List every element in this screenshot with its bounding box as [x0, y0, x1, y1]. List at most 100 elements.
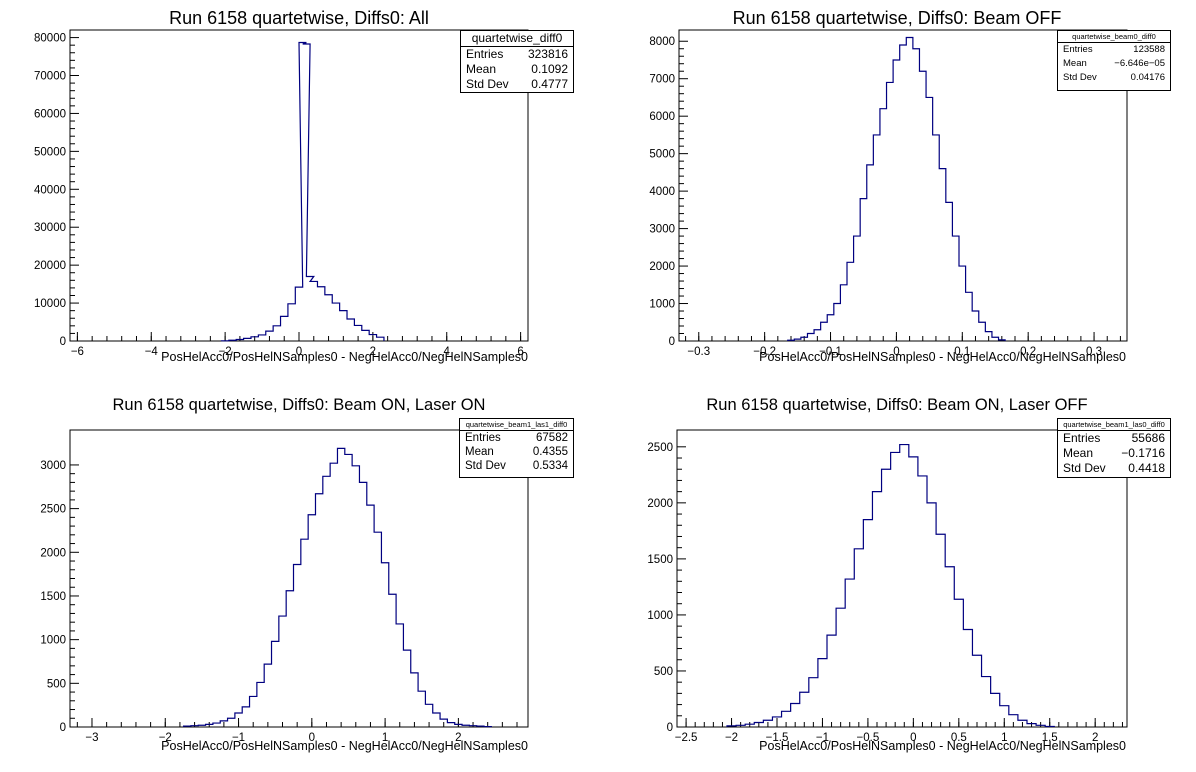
stats-box: quartetwise_beam1_las1_diff0 Entries 6758…: [459, 418, 574, 478]
histogram-bin: [403, 650, 410, 727]
histogram-bin: [954, 599, 963, 727]
x-tick-label: −0.5: [857, 732, 880, 744]
x-tick-label: −2: [725, 732, 738, 744]
y-tick-label: 2000: [649, 261, 675, 273]
histogram-bin: [257, 682, 264, 727]
histogram-line: [220, 41, 385, 342]
histogram-bin: [827, 635, 836, 727]
histogram-bin: [847, 262, 854, 341]
y-tick-label: 1500: [647, 554, 673, 566]
histogram-plot: 0 1000 2000 3000 4000 5000 6000 7000 8000 −0.3 −0.…: [649, 29, 1128, 358]
stats-stddev: 0.04176: [1130, 72, 1165, 83]
histogram-bin: [1027, 724, 1036, 727]
stats-mean: 0.4355: [532, 446, 568, 458]
histogram-bin: [266, 331, 273, 341]
histogram-bin: [389, 594, 396, 727]
histogram-bin: [814, 330, 821, 341]
chart-title: Run 6158 quartetwise, Diffs0: Beam ON, L…: [112, 396, 486, 414]
histogram-bin: [863, 520, 872, 727]
histogram-bin: [900, 45, 907, 341]
histogram-bin: [367, 505, 374, 727]
histogram-bin: [946, 202, 953, 341]
histogram-bin: [455, 724, 462, 727]
stats-stddev: 0.5334: [532, 460, 568, 472]
histogram-bin: [992, 337, 999, 341]
histogram-bin: [418, 691, 425, 727]
y-tick-label: 2000: [647, 498, 673, 510]
histogram-bin: [213, 723, 220, 727]
histogram-bin: [258, 335, 265, 341]
plot-frame: [676, 429, 1128, 728]
stats-entries: 67582: [536, 432, 568, 444]
y-tick-label: 1500: [40, 591, 66, 603]
histogram-bin: [191, 726, 198, 727]
x-tick-label: −2: [159, 732, 172, 744]
histogram-bin: [310, 281, 317, 341]
x-tick-label: 2: [370, 346, 376, 358]
histogram-bin: [763, 720, 772, 727]
histogram-bin: [1009, 715, 1018, 727]
histogram-bin: [396, 624, 403, 727]
histogram-bin: [827, 315, 834, 341]
stats-name: quartetwise_beam1_las0_diff0: [1058, 419, 1170, 431]
x-tick-label: 0.2: [1020, 346, 1036, 358]
histogram-bin: [860, 199, 867, 341]
x-tick-label: −0.1: [819, 346, 842, 358]
histogram-bin: [332, 303, 339, 341]
histogram-bin: [369, 335, 376, 341]
histogram-bin: [727, 726, 736, 727]
histogram-bin: [919, 71, 926, 341]
histogram-bin: [999, 340, 1006, 341]
histogram-bin: [854, 549, 863, 727]
histogram-bin: [317, 287, 324, 341]
stats-mean: −6.646e−05: [1114, 58, 1165, 69]
histogram-bin: [374, 532, 381, 727]
histogram-bin: [228, 718, 235, 727]
histogram-bin: [963, 629, 972, 727]
y-tick-label: 4000: [649, 186, 675, 198]
y-tick-label: 8000: [649, 36, 675, 48]
x-tick-label: 4: [444, 346, 451, 358]
histogram-bin: [945, 567, 954, 727]
x-tick-label: 0: [309, 732, 315, 744]
histogram-bin: [933, 135, 940, 341]
stats-mean-row: Mean 0.1092: [466, 62, 568, 76]
x-tick-label: 6: [517, 346, 523, 358]
histogram-bin: [801, 337, 808, 341]
stats-mean-row: Mean −6.646e−05: [1063, 58, 1165, 69]
histogram-bin: [244, 338, 251, 341]
histogram-bin: [791, 703, 800, 727]
histogram-bin: [1000, 706, 1009, 727]
histogram-bin: [462, 725, 469, 727]
histogram-pad-beam-off: Run 6158 quartetwise, Diffs0: Beam OFF 0…: [598, 0, 1196, 386]
histogram-bin: [433, 713, 440, 727]
histogram-bin: [906, 37, 913, 341]
x-tick-label: 0: [910, 732, 916, 744]
histogram-bin: [347, 319, 354, 341]
histogram-bin: [959, 266, 966, 341]
histogram-plot: 0 500 1000 1500 2000 2500 −2.5 −2 −1.5 −1 −0.5 0 0.5…: [647, 429, 1128, 744]
y-tick-label: 500: [654, 666, 673, 678]
histogram-bin: [887, 82, 894, 341]
stats-stddev-row: Std Dev 0.4777: [466, 77, 568, 91]
chart-title: Run 6158 quartetwise, Diffs0: Beam ON, L…: [706, 396, 1088, 414]
histogram-bin: [345, 454, 352, 727]
chart-title: Run 6158 quartetwise, Diffs0: All: [169, 8, 429, 28]
x-axis-label: PosHelAcc0/PosHelNSamples0 - NegHelAcc0/…: [161, 739, 528, 753]
histogram-bin: [264, 664, 271, 727]
y-tick-label: 2000: [40, 547, 66, 559]
stats-mean-row: Mean −0.1716: [1063, 446, 1165, 460]
histogram-bin: [272, 641, 279, 727]
y-tick-label: 0: [60, 722, 66, 734]
y-tick-label: 50000: [34, 146, 66, 158]
histogram-bin: [880, 109, 887, 341]
histogram-bin: [782, 711, 791, 727]
histogram-bin: [1018, 720, 1027, 727]
stats-stddev-row: Std Dev 0.5334: [465, 460, 568, 472]
histogram-bin: [411, 673, 418, 727]
histogram-bin: [447, 723, 454, 727]
histogram-bin: [840, 285, 847, 341]
y-tick-label: 10000: [34, 298, 66, 310]
y-tick-label: 70000: [34, 71, 66, 83]
x-tick-label: 0.3: [1086, 346, 1102, 358]
